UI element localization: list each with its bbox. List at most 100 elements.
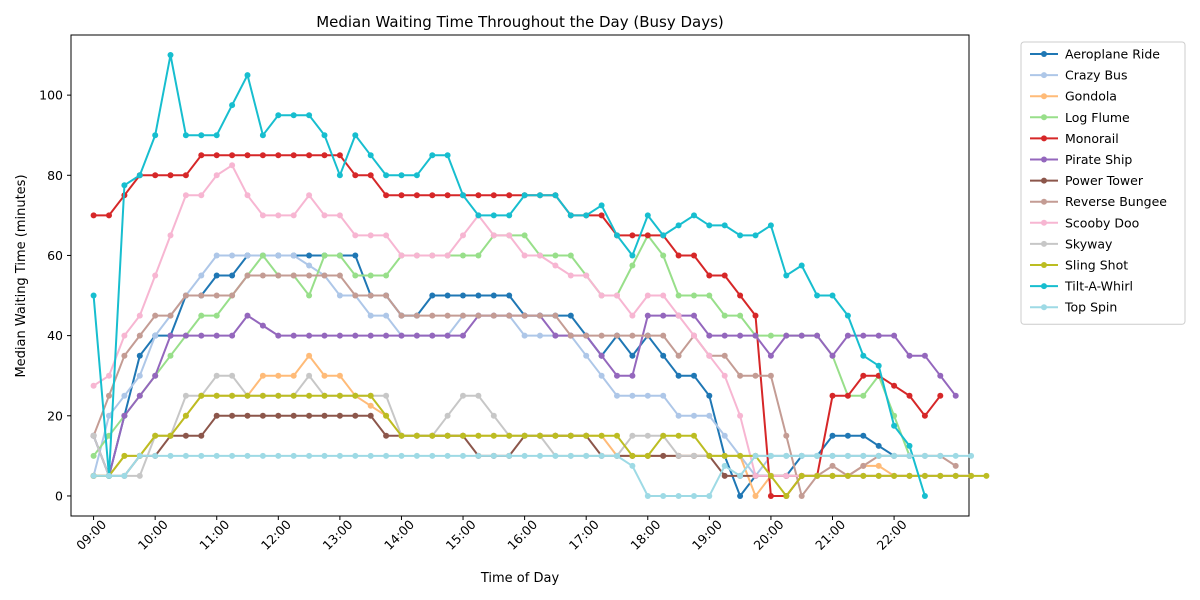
data-point	[798, 452, 805, 459]
x-tick-label: 17:00	[566, 517, 602, 553]
data-point	[660, 352, 667, 359]
data-point	[167, 312, 174, 319]
data-point	[413, 332, 420, 339]
data-point	[229, 372, 236, 379]
data-point	[829, 292, 836, 299]
data-point	[306, 412, 313, 419]
legend-label: Reverse Bungee	[1065, 194, 1167, 209]
legend-item: Aeroplane Ride	[1030, 47, 1160, 62]
x-tick-label: 19:00	[689, 517, 725, 553]
legend-item: Crazy Bus	[1030, 68, 1127, 83]
data-point	[336, 452, 343, 459]
legend-item: Reverse Bungee	[1030, 194, 1167, 209]
data-point	[814, 452, 821, 459]
data-point	[475, 312, 482, 319]
data-point	[629, 352, 636, 359]
data-point	[752, 472, 759, 479]
series-line-skyway	[92, 374, 941, 477]
data-point	[506, 432, 513, 439]
data-point	[644, 232, 651, 239]
data-point	[660, 452, 667, 459]
chart-title: Median Waiting Time Throughout the Day (…	[316, 13, 724, 31]
data-point	[767, 472, 774, 479]
data-point	[706, 352, 713, 359]
data-point	[444, 152, 451, 159]
data-point	[629, 372, 636, 379]
data-point	[336, 172, 343, 179]
data-point	[383, 432, 390, 439]
data-point	[552, 432, 559, 439]
data-point	[937, 392, 944, 399]
x-tick-label: 22:00	[874, 517, 910, 553]
data-point	[290, 392, 297, 399]
data-point	[152, 372, 159, 379]
data-point	[737, 493, 744, 499]
data-point	[136, 332, 143, 339]
data-point	[721, 462, 728, 469]
data-point	[767, 352, 774, 359]
data-point	[891, 452, 898, 459]
data-point	[90, 432, 97, 439]
data-point	[136, 392, 143, 399]
data-point	[906, 472, 913, 479]
legend-label: Top Spin	[1064, 300, 1117, 315]
data-point	[90, 452, 97, 459]
data-point	[660, 332, 667, 339]
data-point	[583, 352, 590, 359]
data-point	[367, 232, 374, 239]
data-point	[90, 382, 97, 389]
data-point	[644, 292, 651, 299]
data-point	[167, 52, 174, 58]
data-point	[290, 412, 297, 419]
series-line-log-flume	[92, 233, 911, 457]
data-point	[537, 252, 543, 259]
data-point	[644, 432, 651, 439]
data-point	[383, 232, 390, 239]
data-point	[475, 212, 482, 219]
data-point	[182, 292, 189, 299]
data-point	[121, 472, 128, 479]
x-tick-label: 12:00	[258, 517, 294, 553]
data-point	[506, 192, 513, 199]
data-point	[644, 493, 651, 499]
data-point	[660, 392, 667, 399]
data-point	[475, 192, 482, 199]
data-point	[182, 192, 189, 199]
data-point	[567, 252, 574, 259]
data-point	[259, 212, 266, 219]
data-point	[937, 452, 944, 459]
data-point	[875, 332, 882, 339]
data-point	[429, 452, 436, 459]
data-point	[675, 432, 682, 439]
data-point	[182, 172, 189, 179]
data-point	[306, 112, 313, 119]
data-point	[383, 452, 390, 459]
data-point	[521, 332, 528, 339]
data-point	[598, 292, 605, 299]
data-point	[737, 452, 744, 459]
data-point	[290, 452, 297, 459]
data-point	[383, 272, 390, 279]
data-point	[213, 412, 220, 419]
data-point	[321, 272, 328, 279]
data-point	[567, 212, 574, 219]
data-point	[691, 252, 697, 259]
data-point	[598, 212, 605, 219]
data-point	[306, 332, 313, 339]
data-point	[229, 412, 236, 419]
data-point	[860, 392, 867, 399]
data-point	[660, 252, 667, 259]
series-scooby-doo	[90, 162, 975, 479]
data-point	[383, 192, 390, 199]
data-point	[213, 132, 220, 139]
data-point	[336, 332, 343, 339]
data-point	[706, 493, 713, 499]
data-point	[429, 432, 436, 439]
data-point	[675, 312, 682, 319]
legend-swatch-marker	[1041, 219, 1047, 226]
data-point	[367, 272, 374, 279]
data-point	[844, 472, 851, 479]
data-point	[244, 192, 251, 199]
data-point	[321, 152, 328, 159]
data-point	[721, 352, 728, 359]
